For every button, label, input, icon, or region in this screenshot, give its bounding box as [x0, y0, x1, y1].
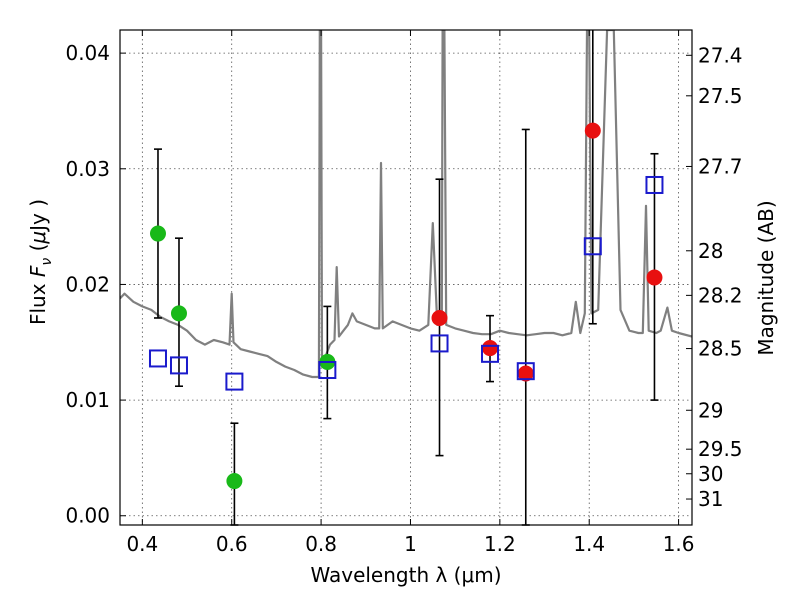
- green-data-point: [149, 225, 166, 242]
- errorbar-layer: [153, 30, 659, 526]
- x-tick-label: 1.4: [573, 532, 605, 556]
- x-tick-label: 1.2: [484, 532, 516, 556]
- x-tick-label: 0.8: [305, 532, 337, 556]
- model-flux-square: [645, 175, 664, 194]
- mag-tick-label: 28: [698, 239, 723, 263]
- y-tick-label: 0.04: [65, 41, 110, 65]
- y-tick-label: 0.01: [65, 388, 110, 412]
- mag-tick-label: 29: [698, 398, 723, 422]
- mag-tick-label: 27.5: [698, 84, 743, 108]
- red-data-point: [431, 309, 448, 326]
- x-tick-label: 0.4: [126, 532, 158, 556]
- x-tick-label: 0.6: [216, 532, 248, 556]
- gridlines: [120, 30, 692, 525]
- model-flux-square: [225, 372, 244, 391]
- model-flux-square: [516, 362, 535, 381]
- model-flux-square: [318, 361, 337, 380]
- mag-tick-label: 28.5: [698, 337, 743, 361]
- model-spectrum-line: [120, 30, 692, 379]
- marker-layer: [148, 122, 664, 490]
- model-flux-square: [148, 349, 167, 368]
- red-data-point: [584, 122, 601, 139]
- green-data-point: [226, 473, 243, 490]
- mag-tick-label: 29.5: [698, 437, 743, 461]
- model-flux-square: [583, 237, 602, 256]
- x-tick-label: 1: [404, 532, 417, 556]
- green-data-point: [170, 305, 187, 322]
- mag-tick-label: 28.2: [698, 283, 743, 307]
- red-data-point: [646, 269, 663, 286]
- y-tick-label: 0.03: [65, 157, 110, 181]
- y-tick-label: 0.02: [65, 272, 110, 296]
- model-spectrum-layer: [120, 30, 692, 379]
- red-data-point: [482, 340, 499, 357]
- model-flux-square: [169, 356, 188, 375]
- x-axis-label: Wavelength λ (μm): [310, 563, 501, 587]
- plot-frame: [119, 29, 693, 526]
- mag-tick-label: 30: [698, 462, 723, 486]
- model-flux-square: [481, 344, 500, 363]
- axis-ticks: 0.4 0.6 0.8 1 1.2 1.4 1.6 0.00 0.01 0.02 0.03 0.04 2…: [65, 30, 743, 556]
- mag-tick-label: 31: [698, 487, 723, 511]
- y-tick-label: 0.00: [65, 504, 110, 528]
- model-flux-square: [430, 334, 449, 353]
- y2-axis-label: Magnitude (AB): [754, 200, 778, 355]
- mag-tick-label: 27.4: [698, 43, 743, 67]
- x-tick-label: 1.6: [663, 532, 695, 556]
- y-axis-label: Flux Fν (μJy ): [26, 199, 55, 325]
- mag-tick-label: 27.7: [698, 154, 743, 178]
